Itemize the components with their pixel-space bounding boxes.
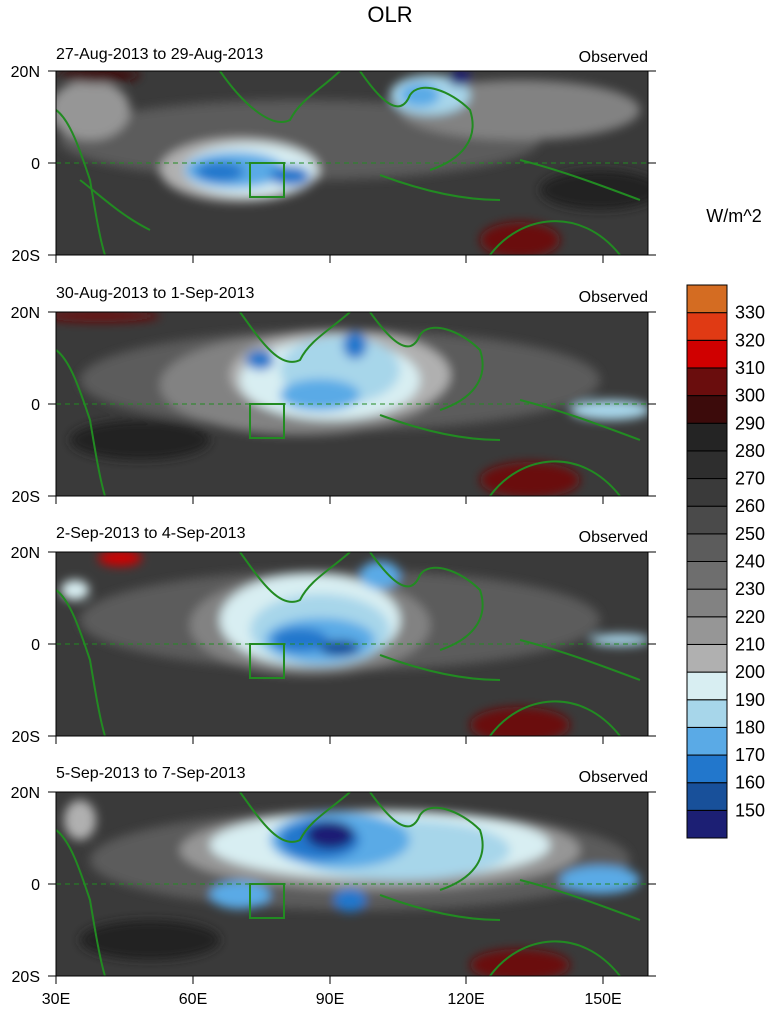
lat-tick-label: 20N [11, 785, 40, 802]
colorbar-level-label: 280 [735, 441, 765, 461]
colorbar-level-label: 270 [735, 469, 765, 489]
coastline [56, 71, 641, 255]
lat-tick-label: 0 [31, 156, 40, 173]
map-panel-1: 27-Aug-2013 to 29-Aug-2013 Observed [55, 46, 649, 256]
olr-field [56, 71, 648, 255]
lat-tick-label: 0 [31, 637, 40, 654]
colorbar-level-label: 180 [735, 717, 765, 737]
colorbar-swatch [686, 478, 728, 507]
panel-period: 30-Aug-2013 to 1-Sep-2013 [56, 285, 254, 302]
map-panel-3: 2-Sep-2013 to 4-Sep-2013 Observed [55, 525, 649, 737]
panel-label: Observed [579, 289, 648, 306]
lat-tick-label: 20S [12, 489, 40, 506]
colorbar-level-label: 190 [735, 690, 765, 710]
colorbar-level-label: 150 [735, 800, 765, 820]
panel-label: Observed [579, 49, 648, 66]
axis-ticks [48, 70, 656, 263]
colorbar-swatch [686, 754, 728, 784]
panel-period: 5-Sep-2013 to 7-Sep-2013 [56, 765, 246, 782]
colorbar-swatch [686, 809, 728, 839]
figure-title: OLR [367, 2, 412, 27]
lon-tick-label: 60E [179, 991, 207, 1008]
colorbar-swatch [686, 533, 728, 562]
colorbar-level-label: 240 [735, 552, 765, 572]
colorbar-swatch [686, 450, 728, 480]
olr-field [56, 312, 648, 496]
colorbar-swatch [686, 671, 728, 701]
region-box [249, 162, 285, 198]
colorbar-swatch [686, 588, 728, 618]
colorbar-swatch [686, 367, 728, 397]
colorbar-level-label: 310 [735, 358, 765, 378]
colorbar-level-label: 220 [735, 607, 765, 627]
axis-ticks [48, 311, 656, 504]
panel-label: Observed [579, 769, 648, 786]
map-panel-2: 30-Aug-2013 to 1-Sep-2013 Observed [55, 285, 649, 497]
colorbar-level-label: 230 [735, 579, 765, 599]
colorbar-level-label: 290 [735, 413, 765, 433]
colorbar-swatch [686, 312, 728, 341]
colorbar-level-label: 320 [735, 330, 765, 350]
lat-tick-label: 20N [11, 64, 40, 81]
colorbar-swatch [686, 505, 728, 535]
lon-tick-label: 120E [447, 991, 484, 1008]
colorbar-swatch [686, 782, 728, 811]
region-box [249, 883, 285, 919]
colorbar-swatch [686, 339, 728, 369]
map-panel-4: 5-Sep-2013 to 7-Sep-2013 Observed [55, 765, 649, 977]
lat-tick-label: 20S [12, 969, 40, 986]
lat-tick-label: 0 [31, 397, 40, 414]
colorbar-swatch [686, 395, 728, 424]
colorbar-level-label: 250 [735, 524, 765, 544]
panel-period: 2-Sep-2013 to 4-Sep-2013 [56, 525, 246, 542]
colorbar: 150 160 170 180 190 200 210 220 230 240 250 260 270 2… [686, 284, 765, 839]
colorbar-level-label: 170 [735, 745, 765, 765]
colorbar-swatch [686, 284, 728, 314]
lon-tick-label: 90E [316, 991, 344, 1008]
lon-tick-label: 30E [42, 991, 70, 1008]
colorbar-swatch [686, 616, 728, 645]
lat-tick-label: 20N [11, 545, 40, 562]
region-box [249, 643, 285, 679]
colorbar-swatch [686, 726, 728, 756]
colorbar-level-label: 300 [735, 386, 765, 406]
colorbar-level-label: 200 [735, 662, 765, 682]
lat-tick-label: 20S [12, 729, 40, 746]
colorbar-swatch [686, 561, 728, 590]
olr-field [56, 792, 648, 976]
colorbar-swatch [686, 643, 728, 673]
axis-ticks [48, 791, 656, 984]
olr-field [56, 552, 648, 736]
colorbar-level-label: 260 [735, 496, 765, 516]
region-box [249, 403, 285, 439]
colorbar-level-label: 330 [735, 303, 765, 323]
colorbar-units: W/m^2 [706, 206, 761, 226]
colorbar-swatch [686, 699, 728, 728]
colorbar-level-label: 160 [735, 773, 765, 793]
colorbar-level-label: 210 [735, 634, 765, 654]
axis-ticks [48, 551, 656, 744]
colorbar-swatch [686, 422, 728, 452]
lat-tick-label: 0 [31, 877, 40, 894]
lon-axis: 30E 60E 90E 120E 150E [42, 991, 622, 1008]
panel-period: 27-Aug-2013 to 29-Aug-2013 [56, 46, 263, 63]
lat-tick-label: 20N [11, 305, 40, 322]
lat-axis: 20N 0 20S 20N 0 20S 20N 0 20S 20N 0 20S [11, 64, 40, 986]
lon-tick-label: 150E [584, 991, 621, 1008]
panel-label: Observed [579, 529, 648, 546]
lat-tick-label: 20S [12, 248, 40, 265]
